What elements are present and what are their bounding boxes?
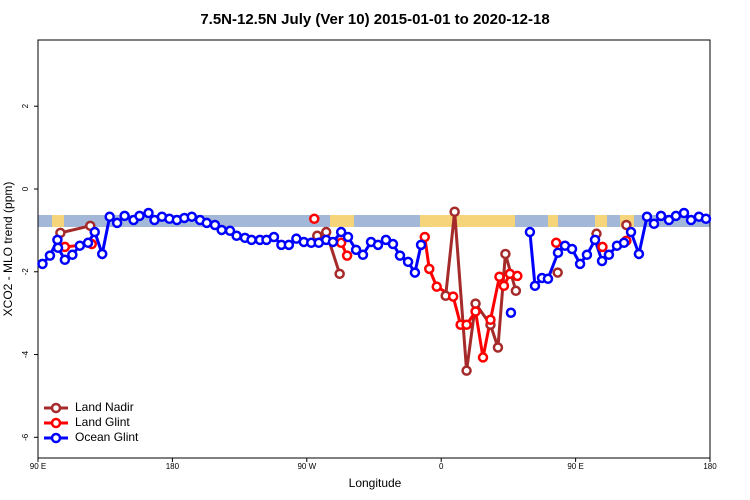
data-point: [625, 226, 637, 238]
data-point: [633, 248, 645, 260]
data-point: [283, 239, 295, 251]
data-point: [648, 218, 660, 230]
data-point: [461, 365, 472, 376]
data-point: [589, 234, 601, 246]
chart-title: 7.5N-12.5N July (Ver 10) 2015-01-01 to 2…: [200, 11, 549, 28]
x-tick-label: 90 W: [297, 462, 316, 471]
data-point: [59, 254, 71, 266]
data-point: [603, 249, 615, 261]
data-point: [111, 217, 123, 229]
data-point: [327, 236, 339, 248]
x-tick-label: 180: [703, 462, 717, 471]
data-point: [246, 234, 257, 246]
data-point: [670, 210, 682, 222]
plot-frame: [37, 39, 711, 459]
data-point: [341, 250, 353, 261]
legend-marker: [50, 417, 62, 429]
y-tick-label: -2: [21, 268, 30, 276]
data-point: [512, 270, 523, 282]
data-point: [209, 219, 221, 231]
data-point: [461, 319, 472, 330]
x-tick-label: 90 E: [567, 462, 583, 471]
data-point: [550, 237, 562, 249]
x-axis-label: Longitude: [349, 476, 402, 490]
y-axis-label: XCO2 - MLO trend (ppm): [1, 182, 15, 317]
data-point: [500, 248, 511, 260]
data-point: [134, 210, 145, 222]
data-point: [431, 281, 442, 292]
y-tick-label: 2: [21, 103, 30, 108]
data-point: [552, 247, 564, 258]
data-point: [498, 280, 510, 292]
data-point: [597, 241, 608, 253]
data-point: [415, 239, 427, 251]
data-point: [231, 230, 242, 242]
data-point: [655, 210, 667, 222]
data-point: [334, 268, 345, 280]
legend-label: Land Glint: [75, 415, 130, 429]
data-point: [402, 256, 414, 268]
data-point: [387, 238, 399, 250]
data-point: [335, 226, 347, 238]
data-point: [492, 342, 504, 353]
y-tick-label: -6: [21, 433, 30, 441]
data-point: [621, 219, 632, 231]
data-point: [143, 207, 154, 219]
x-tick-label: 0: [439, 462, 444, 471]
data-point: [186, 211, 198, 222]
data-point: [119, 210, 130, 222]
data-point: [424, 263, 435, 275]
data-point: [268, 231, 280, 243]
data-point: [447, 291, 459, 302]
y-tick-label: -4: [21, 350, 30, 358]
data-point: [505, 307, 517, 318]
legend-marker: [50, 402, 62, 414]
data-point: [552, 267, 563, 278]
data-point: [224, 225, 236, 237]
data-point: [44, 250, 56, 261]
data-point: [419, 231, 431, 243]
data-point: [67, 249, 78, 261]
data-point: [74, 240, 86, 251]
data-point: [201, 217, 212, 229]
legend-label: Ocean Glint: [75, 430, 139, 444]
data-point: [372, 239, 384, 251]
data-point: [542, 273, 554, 285]
data-point: [409, 267, 421, 278]
data-point: [581, 249, 593, 261]
data-point: [342, 231, 354, 243]
data-point: [96, 248, 108, 260]
data-point: [485, 314, 496, 326]
data-point: [596, 255, 608, 267]
x-tick-label: 180: [166, 462, 180, 471]
data-point: [494, 271, 505, 282]
data-point: [309, 213, 320, 225]
data-point: [37, 258, 48, 270]
data-point: [524, 226, 536, 238]
data-point: [678, 207, 690, 219]
data-point: [566, 243, 578, 255]
data-point: [89, 226, 100, 238]
data-point: [104, 211, 115, 222]
legend-label: Land Nadir: [75, 400, 134, 414]
data-point: [641, 211, 653, 222]
data-point: [357, 249, 369, 261]
data-point: [510, 285, 522, 297]
data-point: [470, 306, 481, 317]
data-point: [394, 250, 406, 261]
legend-marker: [50, 432, 62, 444]
data-point: [350, 244, 362, 256]
data-point: [618, 237, 630, 249]
data-point: [449, 206, 460, 218]
data-point: [216, 224, 227, 236]
data-point: [529, 280, 541, 292]
x-tick-label: 90 E: [30, 462, 46, 471]
data-point: [477, 352, 489, 363]
data-point: [700, 213, 712, 225]
data-point: [82, 237, 94, 249]
data-point: [574, 258, 586, 270]
data-point: [52, 242, 64, 254]
y-tick-label: 0: [21, 186, 30, 191]
